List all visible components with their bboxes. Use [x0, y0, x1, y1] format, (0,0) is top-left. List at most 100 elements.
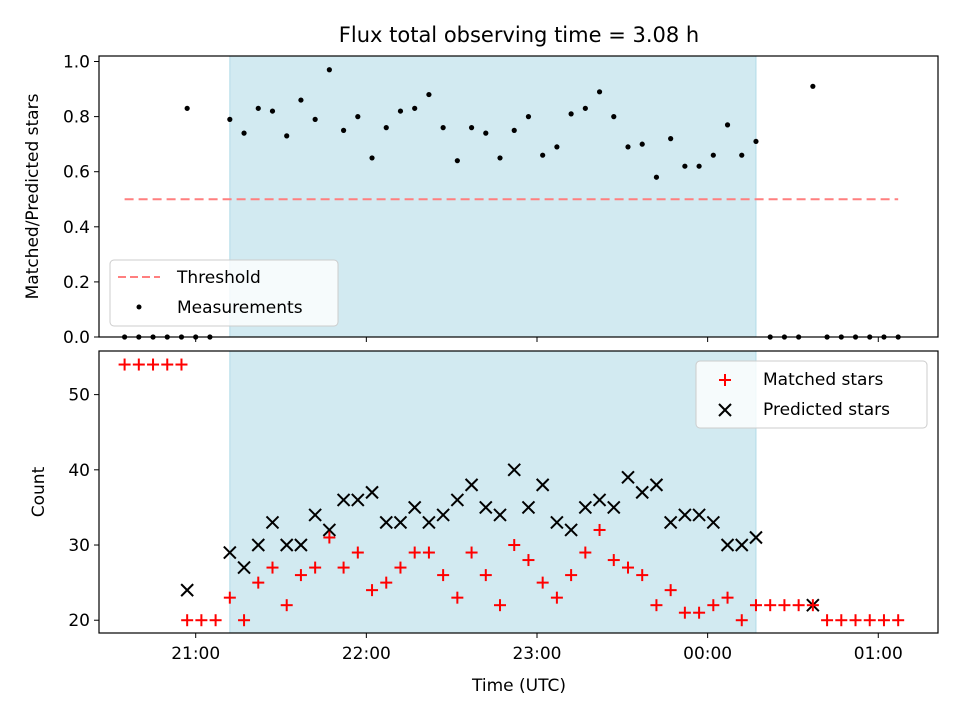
predicted-stroke [365, 485, 379, 500]
matched-point [764, 599, 777, 612]
measurement-point [696, 163, 702, 169]
measurement-point [525, 114, 532, 120]
predicted-point [322, 523, 337, 537]
matched-point [118, 358, 131, 371]
predicted-stroke [336, 493, 351, 507]
measurement-point [326, 67, 332, 73]
measurement-point [682, 163, 688, 169]
matched-point [294, 569, 307, 582]
bottom-legend: Matched stars Predicted stars [695, 360, 928, 429]
predicted-stroke [237, 560, 251, 575]
measurements-legend-marker [136, 304, 142, 310]
predicted-stroke [592, 493, 607, 507]
predicted-point [735, 538, 749, 552]
predicted-point [294, 538, 308, 552]
bottom-y-tick-label: 20 [68, 611, 90, 631]
predicted-point [450, 493, 465, 507]
matched-point [550, 591, 563, 604]
matched-point [479, 569, 492, 582]
predicted-point [407, 500, 422, 515]
top-x-ticks [195, 337, 879, 342]
measurement-point [483, 130, 489, 136]
matched-point [422, 546, 435, 559]
bottom-y-tick-label: 50 [68, 386, 90, 406]
predicted-point [251, 538, 265, 552]
matched-point [309, 561, 322, 574]
measurement-point [468, 125, 475, 131]
predicted-stroke [635, 485, 649, 500]
matched-point [147, 358, 160, 371]
matched-point [209, 614, 222, 627]
top-y-tick-label: 0.2 [63, 273, 90, 293]
measurements-legend-label: Measurements [177, 298, 303, 318]
matched-point [280, 599, 293, 612]
matched-point [607, 554, 620, 567]
matched-points [118, 358, 905, 627]
measurement-point [810, 83, 816, 89]
chart-title: Flux total observing time = 3.08 h [339, 23, 699, 47]
top-axes-frame [98, 55, 939, 338]
bottom-y-tick-label: 30 [68, 536, 90, 556]
observing-span-bottom [229, 350, 757, 634]
predicted-stroke [436, 508, 450, 522]
matched-point [508, 539, 521, 552]
matched-point [778, 599, 791, 612]
matched-point [735, 614, 748, 627]
matched-point [408, 546, 421, 559]
predicted-stroke [251, 538, 265, 552]
predicted-point [607, 500, 621, 515]
predicted-point [521, 500, 536, 515]
matched-legend-label: Matched stars [763, 370, 883, 390]
predicted-stroke [578, 500, 593, 515]
matched-point [252, 576, 265, 589]
measurement-point [312, 116, 318, 122]
predicted-point [564, 523, 578, 537]
matched-legend-marker [719, 374, 731, 386]
predicted-point [621, 470, 635, 485]
predicted-stroke [678, 508, 692, 522]
matched-point [522, 554, 535, 567]
predicted-point [635, 485, 649, 500]
top-y-ticks: 0.0 0.2 0.4 0.6 0.8 1.0 [63, 53, 99, 348]
predicted-point [223, 545, 237, 560]
predicted-stroke [479, 500, 493, 515]
predicted-stroke [464, 478, 479, 492]
matched-point [366, 584, 379, 597]
predicted-stroke [422, 515, 436, 530]
predicted-stroke [663, 515, 678, 530]
predicted-point [422, 515, 436, 530]
top-y-axis-label: Matched/Predicted stars [23, 93, 43, 299]
predicted-stroke [280, 538, 294, 552]
predicted-stroke [535, 478, 550, 492]
predicted-point [663, 515, 678, 530]
matched-point [892, 614, 905, 627]
matched-point [849, 614, 862, 627]
matched-point [821, 614, 834, 627]
matched-point [693, 606, 706, 619]
measurement-point [724, 122, 731, 128]
measurement-point [269, 108, 276, 114]
predicted-stroke [393, 515, 408, 530]
top-y-tick-label: 0.4 [63, 218, 90, 238]
measurement-point [554, 144, 560, 150]
measurement-point [383, 125, 389, 131]
predicted-point [351, 493, 365, 507]
matched-point [494, 599, 507, 612]
predicted-stroke [223, 545, 237, 560]
predicted-stroke [564, 523, 578, 537]
x-tick-label: 01:00 [854, 644, 903, 664]
measurement-point [255, 105, 261, 111]
predicted-stroke [407, 500, 422, 515]
predicted-point [237, 560, 251, 575]
matched-point [380, 576, 393, 589]
measurement-point [340, 127, 347, 133]
measurement-point [369, 155, 375, 161]
predicted-stroke [735, 538, 749, 552]
predicted-point [336, 493, 351, 507]
predicted-stroke [507, 463, 521, 477]
matched-point [351, 546, 364, 559]
bottom-panel: 20 30 40 50 21:00 22:00 23:00 00:00 01:00 Count… [29, 350, 939, 696]
measurement-point [426, 91, 432, 98]
measurement-point [540, 152, 546, 158]
